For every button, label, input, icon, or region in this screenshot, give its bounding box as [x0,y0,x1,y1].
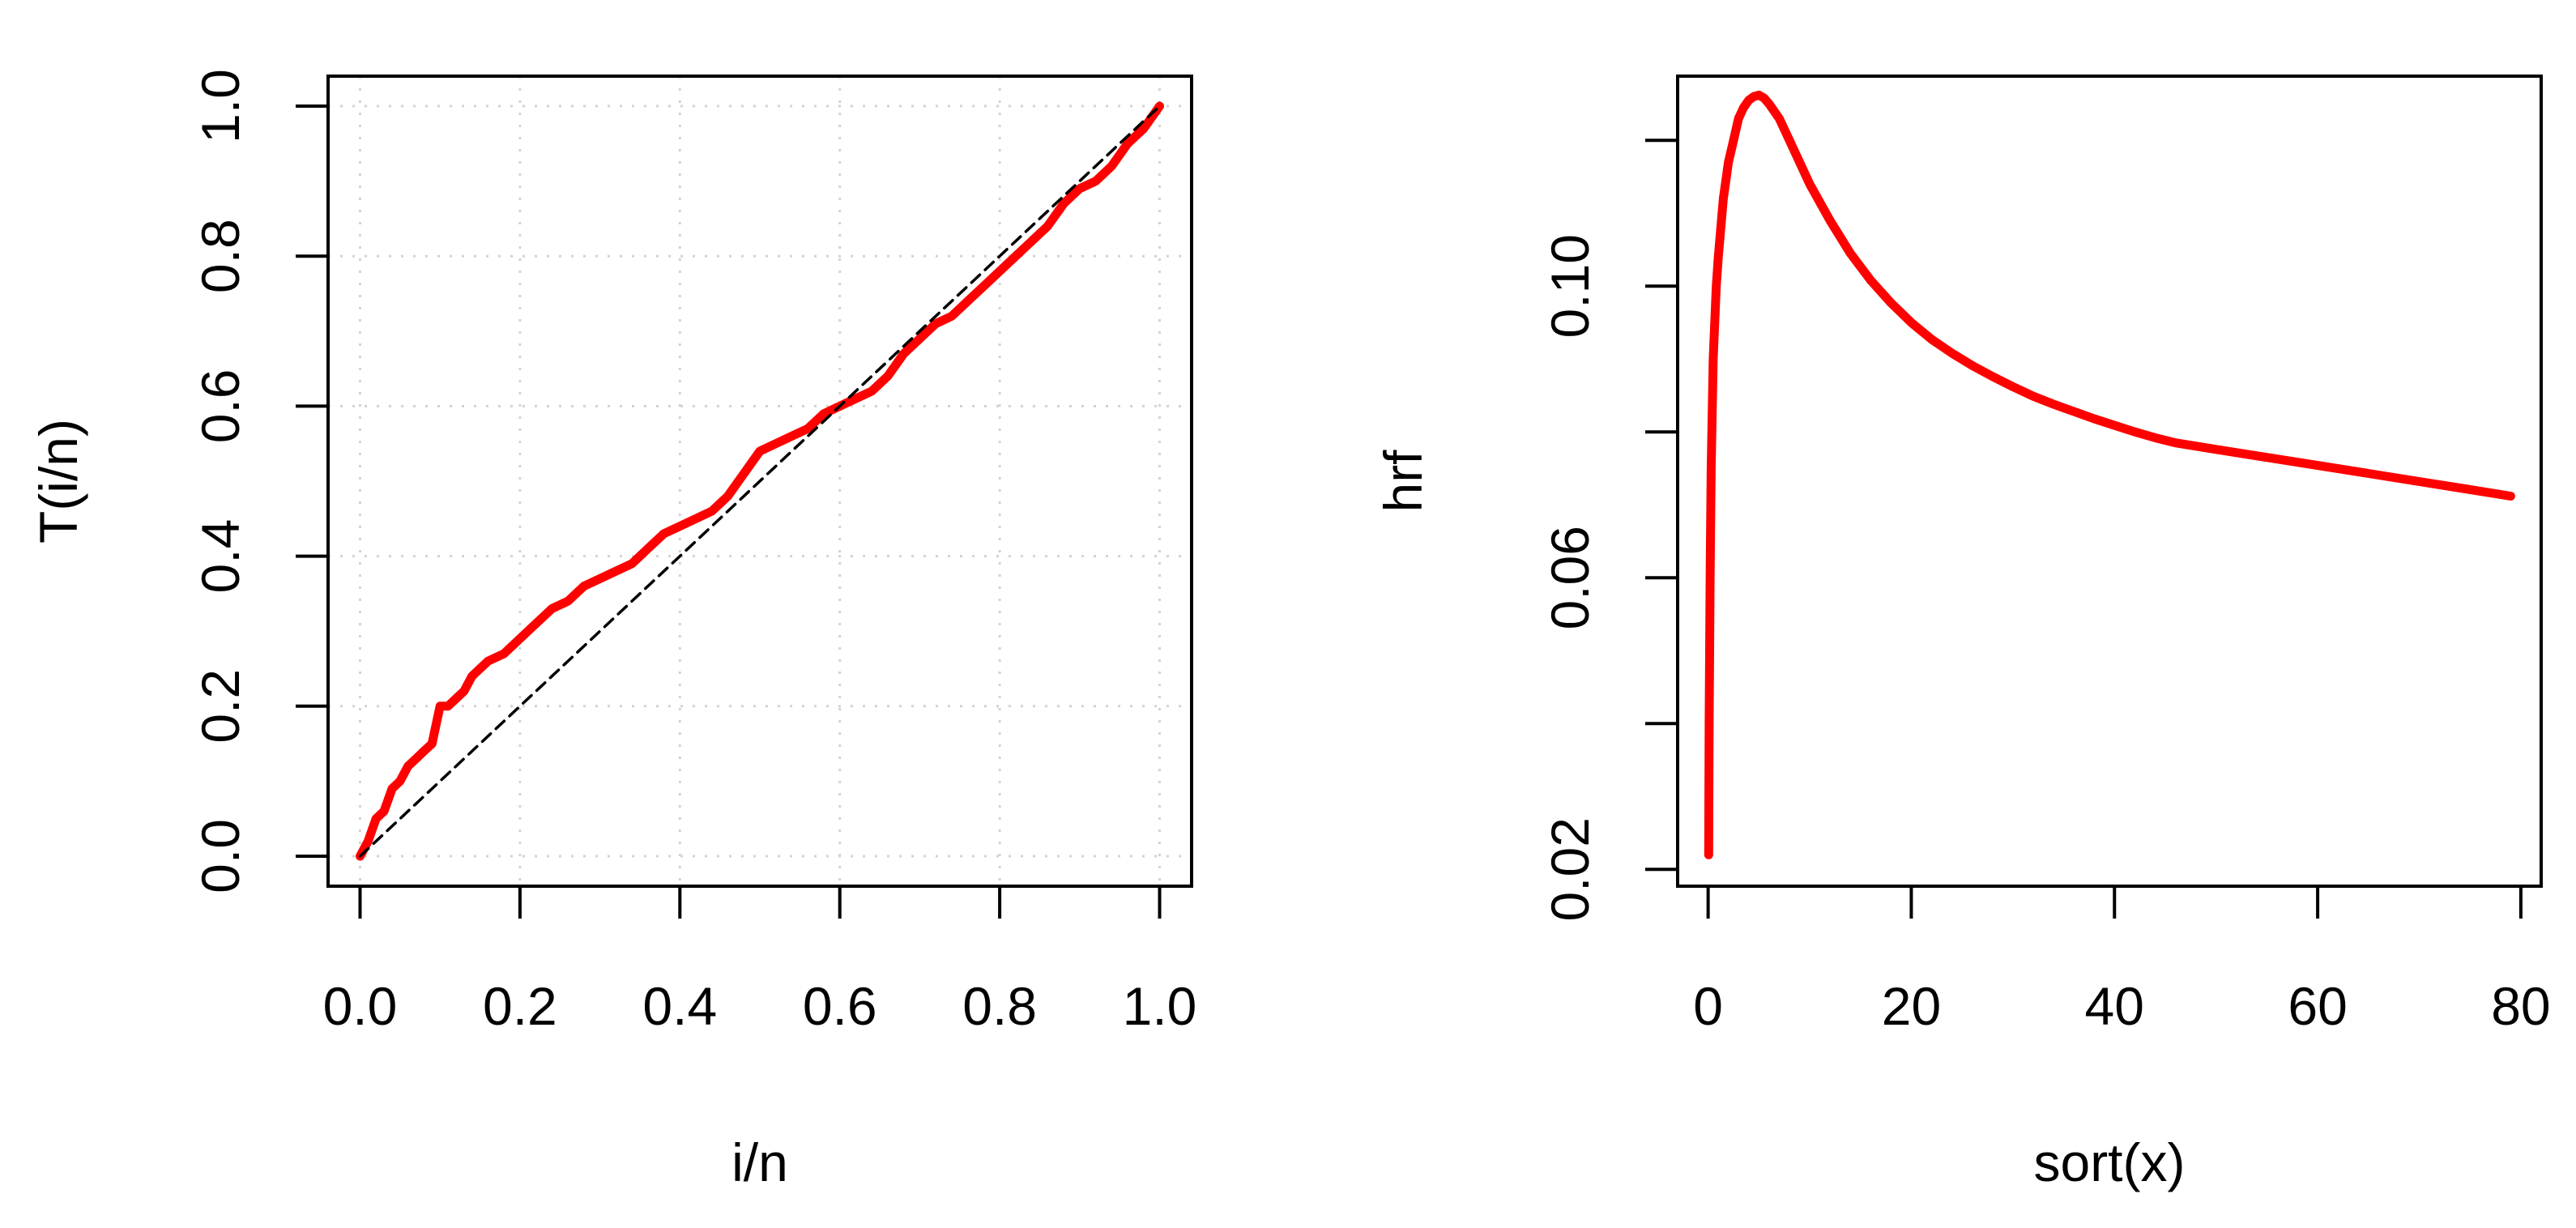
left-y-axis: 0.0 0.2 0.4 0.6 0.8 1.0 [190,69,330,893]
left-x-tick-label: 0.0 [323,976,398,1036]
right-series-line-main [1704,90,2515,859]
hrf-plot-panel: 0 20 40 60 80 0.02 0.06 0.10 sort(x) hrf [1373,75,2551,1192]
right-y-axis-label: hrf [1373,450,1433,513]
right-y-axis: 0.02 0.06 0.10 [1540,139,1679,922]
left-x-tick-label: 0.6 [803,976,877,1036]
right-y-tick-label: 0.06 [1540,526,1600,629]
left-series-layer [356,101,1164,861]
left-y-tick-label: 0.0 [190,819,250,893]
left-x-axis: 0.0 0.2 0.4 0.6 0.8 1.0 [323,885,1197,1036]
right-x-axis: 0 20 40 60 80 [1693,885,2551,1036]
right-y-tick-label: 0.10 [1540,234,1600,338]
right-x-tick-label: 40 [2085,976,2144,1036]
right-x-axis-label: sort(x) [2034,1132,2186,1192]
left-y-tick-label: 0.6 [190,369,250,444]
left-gridlines [328,76,1192,886]
left-y-tick-label: 0.2 [190,669,250,744]
left-x-tick-label: 0.4 [642,976,717,1036]
left-y-tick-label: 0.8 [190,219,250,293]
right-x-tick-label: 80 [2491,976,2550,1036]
right-y-tick-label: 0.02 [1540,817,1600,921]
right-series-layer [1704,90,2515,859]
left-y-axis-label: T(i/n) [28,419,88,544]
left-series-line-main [356,101,1164,861]
left-x-tick-label: 0.2 [483,976,557,1036]
right-x-tick-label: 60 [2288,976,2347,1036]
right-x-tick-label: 20 [1882,976,1941,1036]
left-x-axis-label: i/n [731,1132,788,1192]
left-y-tick-label: 1.0 [190,69,250,143]
left-series-line-reference [358,104,1162,858]
left-y-tick-label: 0.4 [190,519,250,594]
left-x-tick-label: 1.0 [1123,976,1197,1036]
ttt-plot-panel: 0.0 0.2 0.4 0.6 0.8 1.0 0.0 0.2 0.4 0.6 0.8 1.0 i/… [28,69,1196,1192]
right-x-tick-label: 0 [1693,976,1723,1036]
left-x-tick-label: 0.8 [962,976,1037,1036]
